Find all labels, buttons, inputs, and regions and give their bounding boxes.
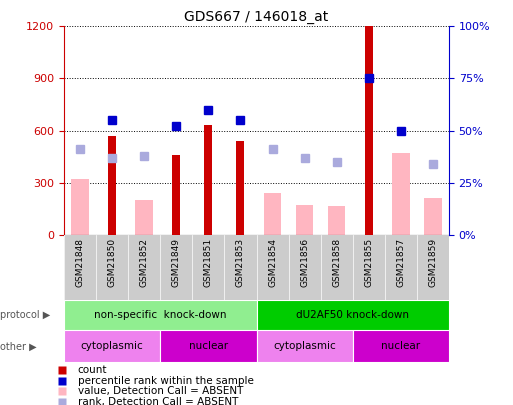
Text: nuclear: nuclear: [381, 341, 420, 351]
Bar: [392, 153, 409, 235]
Text: GSM21849: GSM21849: [172, 238, 181, 287]
Text: GSM21850: GSM21850: [108, 238, 117, 287]
Text: nuclear: nuclear: [189, 341, 228, 351]
Bar: [365, 26, 373, 235]
Text: GSM21859: GSM21859: [428, 238, 438, 287]
Bar: [160, 330, 256, 362]
Bar: [172, 155, 181, 235]
Bar: [256, 330, 353, 362]
Text: non-specific  knock-down: non-specific knock-down: [94, 310, 227, 320]
Text: value, Detection Call = ABSENT: value, Detection Call = ABSENT: [77, 386, 243, 396]
Bar: [424, 198, 442, 235]
Text: percentile rank within the sample: percentile rank within the sample: [77, 376, 253, 386]
Bar: [71, 179, 89, 235]
Text: count: count: [77, 365, 107, 375]
Text: GSM21857: GSM21857: [396, 238, 405, 287]
Text: GSM21848: GSM21848: [75, 238, 85, 287]
Bar: [296, 205, 313, 235]
Text: GSM21852: GSM21852: [140, 238, 149, 287]
Bar: [236, 141, 245, 235]
Text: GSM21858: GSM21858: [332, 238, 341, 287]
Text: protocol ▶: protocol ▶: [0, 310, 50, 320]
Bar: [64, 300, 256, 330]
Bar: [264, 193, 281, 235]
Bar: [64, 330, 160, 362]
Bar: [108, 136, 116, 235]
Text: rank, Detection Call = ABSENT: rank, Detection Call = ABSENT: [77, 397, 238, 405]
Text: GSM21855: GSM21855: [364, 238, 373, 287]
Text: GSM21854: GSM21854: [268, 238, 277, 287]
Bar: [353, 330, 449, 362]
Text: dU2AF50 knock-down: dU2AF50 knock-down: [296, 310, 409, 320]
Text: cytoplasmic: cytoplasmic: [273, 341, 336, 351]
Text: GSM21856: GSM21856: [300, 238, 309, 287]
Text: GSM21851: GSM21851: [204, 238, 213, 287]
Text: other ▶: other ▶: [0, 341, 36, 351]
Bar: [135, 200, 153, 235]
Bar: [256, 300, 449, 330]
Title: GDS667 / 146018_at: GDS667 / 146018_at: [184, 10, 329, 24]
Bar: [328, 206, 345, 235]
Bar: [204, 126, 212, 235]
Text: cytoplasmic: cytoplasmic: [81, 341, 144, 351]
Text: GSM21853: GSM21853: [236, 238, 245, 287]
